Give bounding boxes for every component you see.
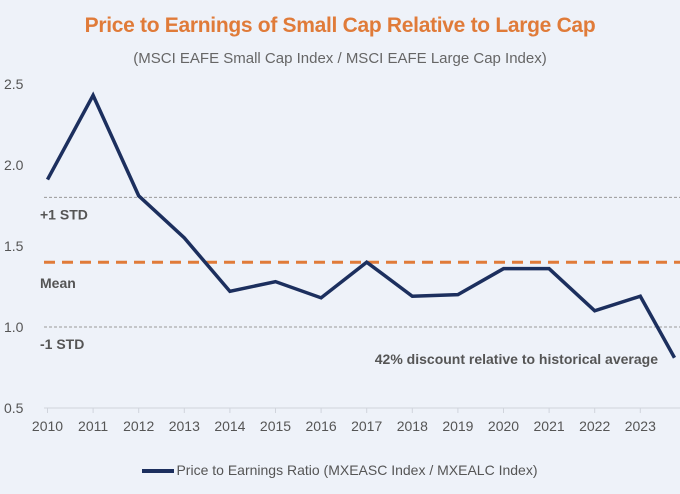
y-tick-label: 2.0 (4, 157, 24, 173)
legend: Price to Earnings Ratio (MXEASC Index / … (0, 462, 680, 478)
x-tick-label: 2016 (306, 418, 337, 434)
y-tick-label: 1.5 (4, 238, 24, 254)
x-tick-label: 2020 (488, 418, 519, 434)
chart-title: Price to Earnings of Small Cap Relative … (84, 14, 596, 37)
x-tick-label: 2017 (351, 418, 382, 434)
y-tick-label: 1.0 (4, 319, 24, 335)
x-tick-label: 2018 (397, 418, 428, 434)
x-tick-label: 2022 (579, 418, 610, 434)
y-tick-label: 2.5 (4, 76, 24, 92)
x-tick-label: 2010 (32, 418, 63, 434)
x-tick-label: 2019 (442, 418, 473, 434)
x-tick-label: 2011 (78, 418, 108, 434)
legend-swatch (142, 469, 175, 474)
reference-label: +1 STD (40, 206, 88, 222)
x-tick-label: 2013 (169, 418, 200, 434)
x-tick-label: 2015 (260, 418, 291, 434)
x-tick-label: 2012 (123, 418, 154, 434)
series-line (45, 91, 677, 359)
chart-subtitle: (MSCI EAFE Small Cap Index / MSCI EAFE L… (133, 50, 547, 67)
x-tick-label: 2023 (625, 418, 656, 434)
reference-label: Mean (40, 275, 76, 291)
annotation-discount: 42% discount relative to historical aver… (375, 351, 658, 367)
x-tick-label: 2014 (214, 418, 245, 434)
x-tick-label: 2021 (534, 418, 565, 434)
legend-label: Price to Earnings Ratio (MXEASC Index / … (176, 462, 538, 478)
y-tick-label: 0.5 (4, 400, 24, 416)
reference-label: -1 STD (40, 336, 84, 352)
